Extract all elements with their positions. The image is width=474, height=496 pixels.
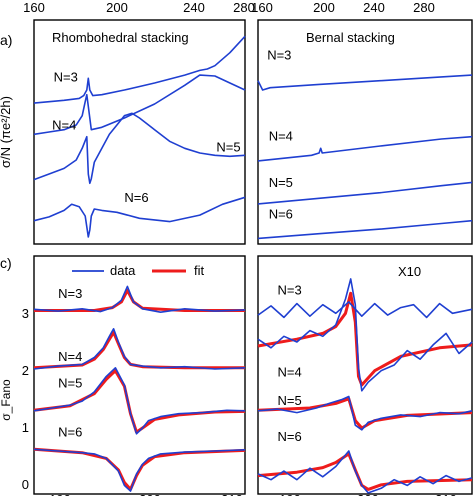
series-label: N=5 bbox=[58, 375, 82, 390]
y-tick-labels: 3 2 1 0 bbox=[22, 306, 29, 492]
series-label: N=6 bbox=[278, 429, 302, 444]
legend-fit-label: fit bbox=[194, 263, 205, 278]
bottom-tick-label: 200 bbox=[357, 492, 379, 496]
data-line-n5 bbox=[257, 395, 473, 431]
data-line-n3 bbox=[33, 35, 246, 104]
series-label: N=5 bbox=[269, 175, 293, 190]
y-tick-label: 3 bbox=[22, 306, 29, 321]
series-label: N=5 bbox=[278, 393, 302, 408]
data-line-n5 bbox=[33, 367, 246, 435]
bottom-tick-label: 200 bbox=[139, 492, 161, 496]
top-tick-label: 240 bbox=[363, 0, 385, 15]
panel-title: X10 bbox=[398, 264, 421, 279]
series-label: N=3 bbox=[267, 48, 291, 63]
series-lines bbox=[257, 278, 473, 494]
series-lines bbox=[33, 35, 246, 238]
panel-bernal: Bernal stacking N=3 N=4 N=5 N=6 bbox=[257, 19, 473, 245]
fit-line-n4 bbox=[257, 291, 473, 387]
panel-rhombohedral: a) Rhombohedral stacking σ/N (πe²/2h) N=… bbox=[0, 19, 246, 245]
data-line-n4 bbox=[257, 278, 473, 392]
data-line-n4 bbox=[257, 135, 473, 162]
series-labels: N=3 N=4 N=5 N=6 bbox=[278, 282, 302, 444]
data-line-n6 bbox=[257, 219, 473, 240]
bottom-tick-label: 190 bbox=[279, 492, 301, 496]
top-tick-label: 200 bbox=[106, 0, 128, 15]
fit-line-n6 bbox=[257, 452, 473, 491]
bottom-tick-label: 210 bbox=[221, 492, 243, 496]
panel-frame bbox=[33, 19, 246, 245]
series-label: N=5 bbox=[216, 140, 240, 155]
series-lines bbox=[257, 74, 473, 240]
series-label: N=4 bbox=[52, 118, 76, 133]
series-label: N=4 bbox=[58, 349, 82, 364]
data-line-n4 bbox=[33, 328, 246, 370]
panel-label-c: c) bbox=[0, 255, 12, 271]
fit-line-n3 bbox=[34, 288, 245, 312]
y-tick-label: 2 bbox=[22, 363, 29, 378]
data-line-n5 bbox=[257, 181, 473, 205]
top-tick-label: 280 bbox=[413, 0, 435, 15]
series-label: N=3 bbox=[58, 286, 82, 301]
data-line-n3 bbox=[257, 301, 473, 319]
data-line-n4 bbox=[33, 74, 246, 136]
series-labels: N=3 N=4 N=5 N=6 bbox=[58, 286, 82, 440]
data-line-n5 bbox=[33, 112, 246, 185]
legend-data-label: data bbox=[110, 263, 136, 278]
series-label: N=3 bbox=[278, 282, 302, 297]
y-axis-label: σ_Fano bbox=[0, 379, 13, 421]
panel-fano-fit: c) σ_Fano 3 2 1 0 data fit N=3 N=4 N=5 N=6 bbox=[0, 255, 246, 495]
series-label: N=4 bbox=[278, 364, 302, 379]
top-axis-ticks: 160 200 240 280 160 200 240 280 bbox=[23, 0, 435, 15]
bottom-axis-ticks: 190 200 210 190 200 210 bbox=[49, 492, 457, 496]
panel-title: Bernal stacking bbox=[306, 30, 395, 45]
top-tick-label: 160 bbox=[251, 0, 273, 15]
top-tick-label: 280 bbox=[233, 0, 255, 15]
y-tick-label: 0 bbox=[22, 477, 29, 492]
top-tick-label: 200 bbox=[313, 0, 335, 15]
series-label: N=6 bbox=[58, 425, 82, 440]
data-line-n3 bbox=[257, 74, 473, 91]
panel-title: Rhombohedral stacking bbox=[52, 30, 189, 45]
panel-fano-x10: X10 N=3 N=4 N=5 N=6 bbox=[257, 255, 473, 495]
bottom-tick-label: 190 bbox=[49, 492, 71, 496]
top-tick-label: 160 bbox=[23, 0, 45, 15]
series-label: N=6 bbox=[269, 206, 293, 221]
series-lines bbox=[33, 285, 246, 492]
panel-frame bbox=[257, 255, 473, 495]
series-label: N=6 bbox=[124, 190, 148, 205]
series-label: N=3 bbox=[54, 70, 78, 85]
top-tick-label: 240 bbox=[183, 0, 205, 15]
bottom-tick-label: 210 bbox=[435, 492, 457, 496]
series-labels: N=3 N=4 N=5 N=6 bbox=[267, 48, 293, 222]
y-tick-label: 1 bbox=[22, 420, 29, 435]
data-line-n6 bbox=[257, 450, 473, 494]
series-labels: N=3 N=4 N=5 N=6 bbox=[52, 70, 241, 205]
data-line-n3 bbox=[33, 285, 246, 313]
panel-label-a: a) bbox=[0, 32, 12, 48]
legend: data fit bbox=[72, 263, 205, 278]
data-line-n6 bbox=[33, 448, 246, 492]
panel-frame bbox=[33, 255, 246, 495]
panel-frame bbox=[257, 19, 473, 245]
data-line-n6 bbox=[33, 196, 246, 238]
y-axis-label: σ/N (πe²/2h) bbox=[0, 96, 13, 168]
series-label: N=4 bbox=[269, 128, 293, 143]
